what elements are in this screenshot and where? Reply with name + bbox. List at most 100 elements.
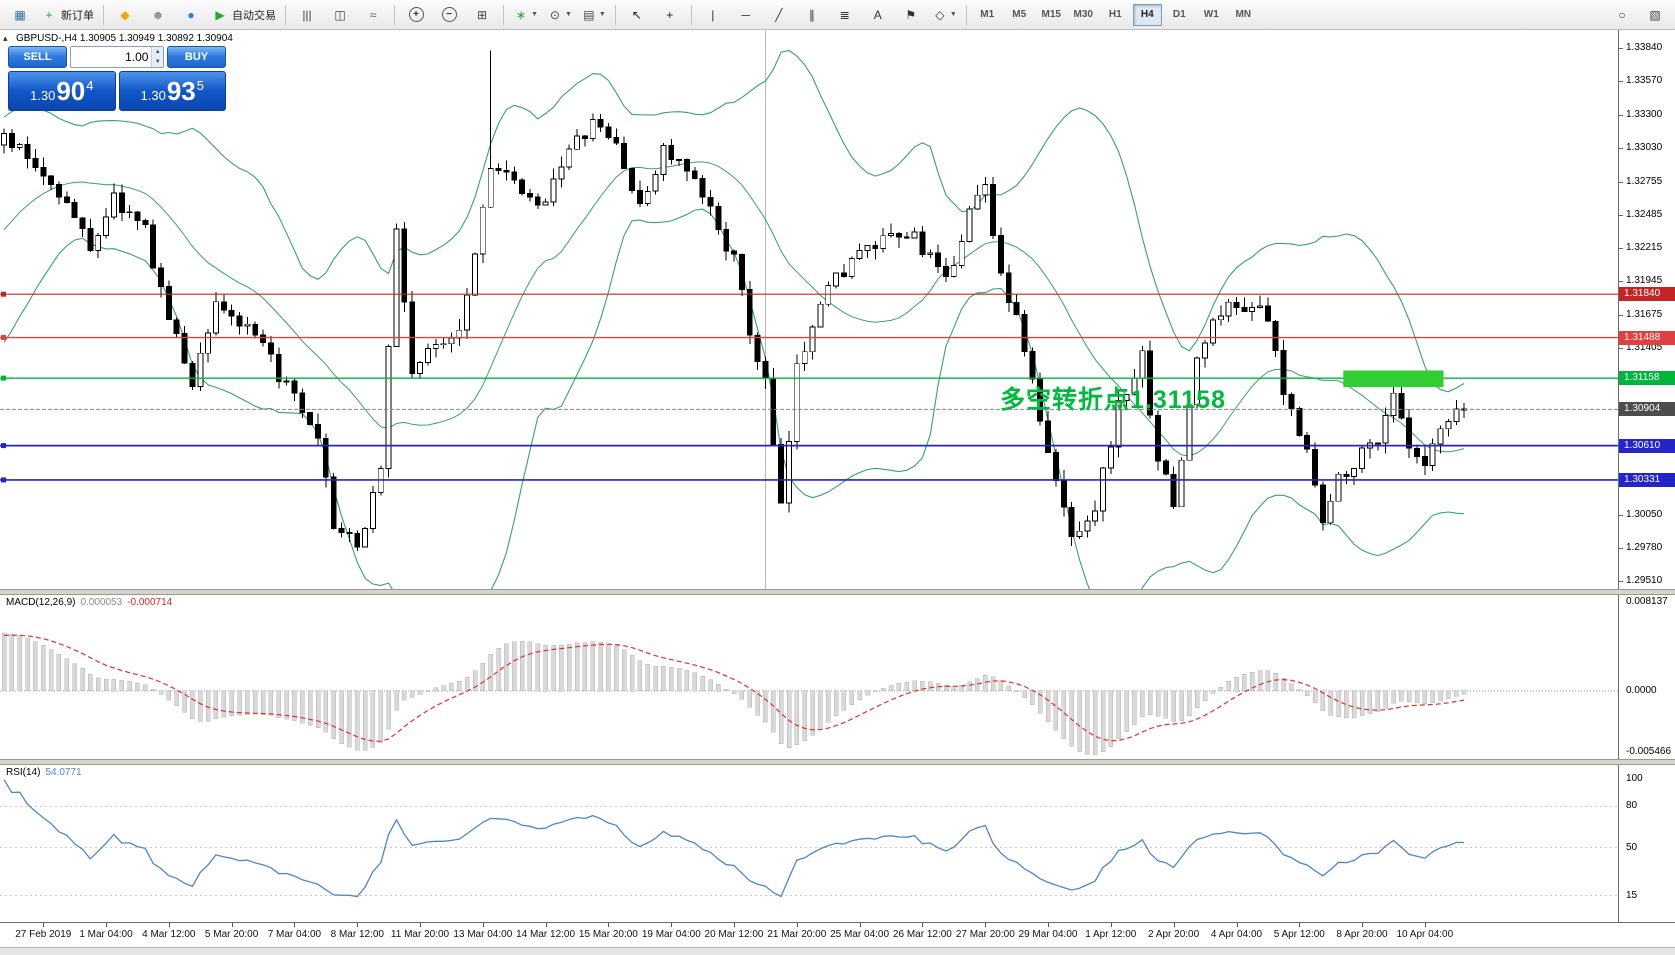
price-axis-label: 1.32215: [1626, 242, 1663, 253]
vertical-line-icon: |: [711, 7, 715, 22]
time-axis-label: 4 Mar 12:00: [142, 929, 196, 940]
panel-separator[interactable]: [0, 759, 1675, 765]
chart-properties-icon[interactable]: ▧: [1639, 2, 1671, 28]
time-axis-tick: [43, 923, 45, 927]
price-axis-label: 1.33030: [1626, 141, 1663, 153]
toolbar-separator: [103, 4, 104, 25]
rsi-panel[interactable]: RSI(14) 54.0771: [0, 764, 1618, 922]
level-line-handle[interactable]: [1, 291, 6, 297]
toolbar-separator: [394, 4, 395, 25]
sell-price-point: 4: [86, 78, 94, 93]
rsi-axis-label: 100: [1626, 773, 1643, 784]
price-axis-label: 1.30050: [1626, 508, 1663, 520]
rsi-label: RSI(14) 54.0771: [6, 767, 87, 778]
one-click-trading-panel: SELL ▲ ▼ BUY 1.30 90 4 1.30: [8, 46, 226, 111]
time-axis-tick: [671, 923, 673, 927]
indicators-icon[interactable]: ∗ ▼: [509, 2, 542, 28]
autotrade-button-label: 自动交易: [232, 9, 276, 22]
crosshair-icon[interactable]: +: [654, 2, 686, 28]
timeframe-button-M5[interactable]: M5: [1012, 9, 1027, 20]
autotrade-button[interactable]: ▶ 自动交易: [208, 2, 280, 28]
price-axis-tick: [1619, 314, 1623, 316]
level-line-handle[interactable]: [1, 477, 6, 483]
line-chart-icon[interactable]: ≈: [357, 2, 389, 28]
volume-up-icon[interactable]: ▲: [152, 47, 163, 57]
cursor-icon[interactable]: ↖: [621, 2, 653, 28]
rsi-canvas[interactable]: [0, 764, 1618, 922]
time-axis-label: 14 Mar 12:00: [516, 929, 576, 940]
new-order-button[interactable]: + 新订单: [37, 2, 98, 28]
timeframe-button-H4[interactable]: H4: [1132, 3, 1162, 26]
text-icon[interactable]: A: [862, 2, 894, 28]
panel-separator[interactable]: [0, 589, 1675, 595]
time-axis-tick: [859, 923, 861, 927]
label-icon[interactable]: ⚑: [895, 2, 927, 28]
price-axis-tick: [1619, 514, 1623, 516]
rsi-name: RSI(14): [6, 767, 41, 778]
channel-icon[interactable]: ∥: [796, 2, 828, 28]
timeframe-button-M30[interactable]: M30: [1073, 9, 1093, 20]
periods-icon[interactable]: ⊙ ▼: [543, 2, 576, 28]
sell-button[interactable]: SELL: [8, 46, 67, 68]
one-click-toggle-icon[interactable]: ▴: [3, 33, 8, 43]
macd-canvas[interactable]: [0, 594, 1618, 760]
time-axis-tick: [482, 923, 484, 927]
zoom-in-icon[interactable]: +: [400, 2, 432, 28]
time-axis[interactable]: 27 Feb 2019 1 Mar 04:00 4 Mar 12:00 5 Mar 2…: [0, 922, 1675, 947]
macd-panel[interactable]: MACD(12,26,9) 0.000053 -0.000714: [0, 594, 1618, 760]
level-line-handle[interactable]: [1, 443, 6, 449]
chart-properties-icon: ▧: [1649, 7, 1661, 22]
sell-price-display[interactable]: 1.30 90 4: [8, 71, 116, 111]
price-axis-tick: [1619, 81, 1623, 83]
rsi-axis-label: 15: [1626, 889, 1638, 901]
price-axis-tick: [1619, 214, 1623, 216]
new-chart-icon[interactable]: ▦: [4, 2, 36, 28]
volume-stepper: ▲ ▼: [151, 47, 163, 67]
timeframe-button-M1[interactable]: M1: [980, 9, 995, 20]
search-icon[interactable]: ○: [1606, 2, 1638, 28]
vertical-line-icon[interactable]: |: [697, 2, 729, 28]
level-line-handle[interactable]: [1, 375, 6, 381]
macd-signal-value: -0.000714: [127, 597, 173, 608]
timeframe-button-W1[interactable]: W1: [1203, 9, 1219, 20]
bar-chart-icon[interactable]: |||: [291, 2, 323, 28]
macd-signal-line: [3, 634, 1465, 742]
price-chart-canvas[interactable]: [0, 30, 1618, 590]
highlight-rectangle[interactable]: [1343, 370, 1444, 388]
time-axis-tick: [168, 923, 170, 927]
price-axis-label: 1.29780: [1626, 541, 1663, 553]
tile-windows-icon[interactable]: ⊞: [466, 2, 498, 28]
volume-down-icon[interactable]: ▼: [152, 57, 163, 67]
level-line-handle[interactable]: [1, 335, 6, 341]
price-axis-tick: [1619, 347, 1623, 349]
price-tag-level: 1.31158: [1619, 371, 1675, 386]
main-chart-panel[interactable]: ▴ GBPUSD-,H4 1.30905 1.30949 1.30892 1.3…: [0, 30, 1618, 590]
announcement-icon[interactable]: ◆: [109, 2, 141, 28]
candlestick-chart-icon[interactable]: ◫: [324, 2, 356, 28]
timeframe-button-D1[interactable]: D1: [1172, 9, 1186, 20]
zoom-out-icon[interactable]: −: [433, 2, 465, 28]
price-axis[interactable]: 1.33840 1.33570 1.33300 1.33030 1.32755 1.324…: [1618, 30, 1675, 922]
rsi-axis-label: 50: [1626, 841, 1638, 853]
fibonacci-icon[interactable]: ≣: [829, 2, 861, 28]
time-axis-label: 27 Feb 2019: [15, 929, 72, 940]
profile-icon[interactable]: ☻: [142, 2, 174, 28]
buy-price-display[interactable]: 1.30 93 5: [118, 71, 226, 111]
time-axis-label: 26 Mar 12:00: [892, 929, 952, 940]
buy-button[interactable]: BUY: [167, 46, 226, 68]
label-icon: ⚑: [905, 7, 917, 22]
autotrade-button: ▶: [215, 7, 225, 22]
templates-icon[interactable]: ▤ ▼: [577, 2, 610, 28]
timeframe-button-M15[interactable]: M15: [1041, 9, 1061, 20]
shapes-icon[interactable]: ◇ ▼: [928, 2, 961, 28]
horizontal-line-icon[interactable]: ─: [730, 2, 762, 28]
trendline-icon[interactable]: ╱: [763, 2, 795, 28]
time-axis-label: 5 Mar 20:00: [204, 929, 259, 940]
community-icon[interactable]: ●: [175, 2, 207, 28]
chart-annotation-text[interactable]: 多空转折点1.31158: [1000, 386, 1226, 414]
timeframe-button-MN[interactable]: MN: [1235, 9, 1252, 20]
timeframe-button-H1[interactable]: H1: [1108, 9, 1122, 20]
zoom-in-icon: +: [408, 7, 424, 22]
volume-input[interactable]: [71, 47, 152, 67]
price-axis-label: 1.31945: [1626, 275, 1663, 287]
